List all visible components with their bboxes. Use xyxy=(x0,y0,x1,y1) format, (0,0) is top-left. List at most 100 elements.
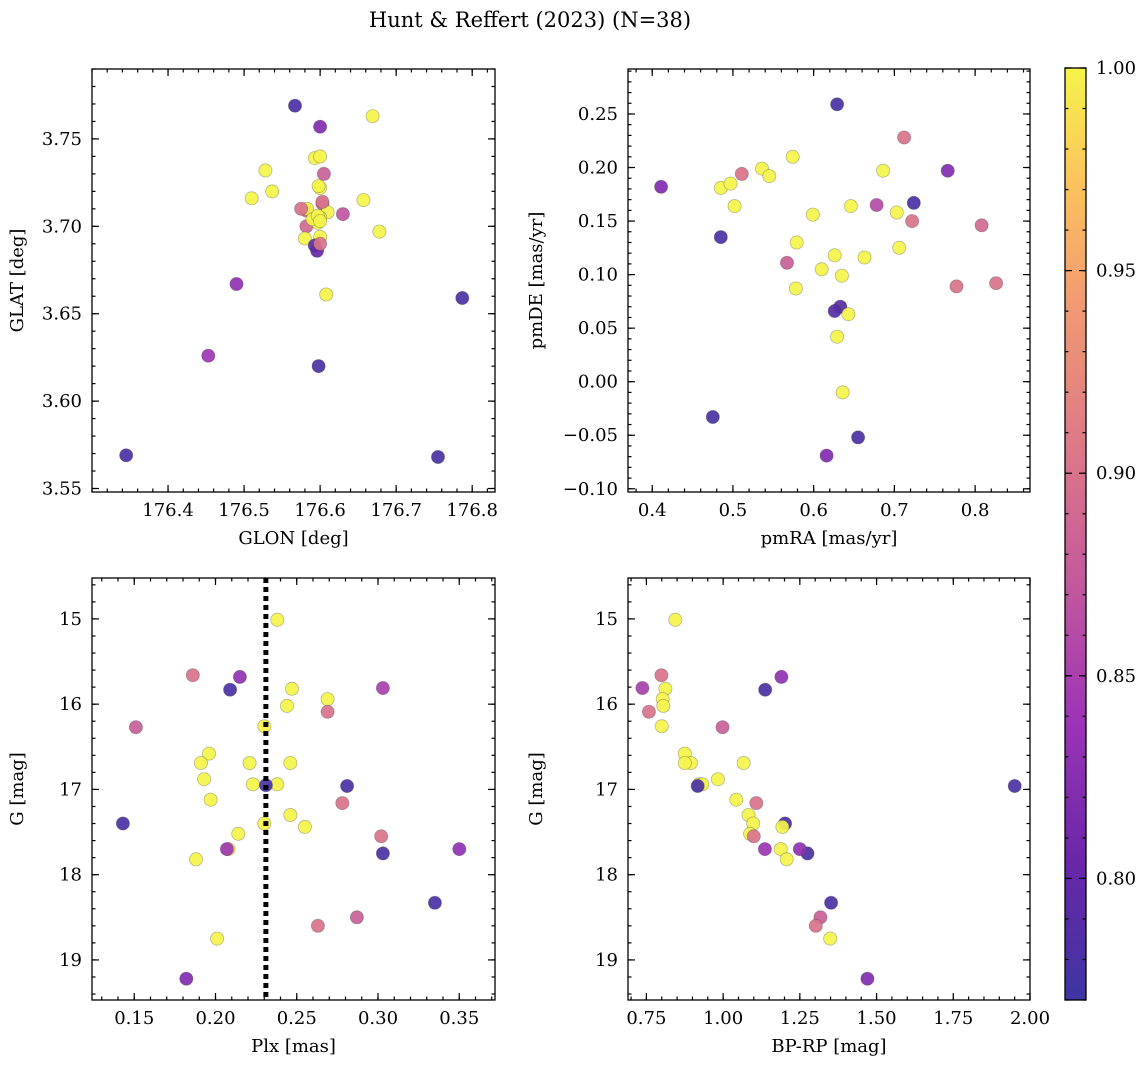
scatter-point xyxy=(841,307,856,322)
y-tick-label: 0.15 xyxy=(578,211,618,232)
x-axis-label: BP-RP [mag] xyxy=(771,1036,886,1057)
scatter-point xyxy=(869,197,884,212)
x-tick-label: 0.75 xyxy=(626,1008,666,1029)
scatter-point xyxy=(746,829,761,844)
scatter-point xyxy=(374,829,389,844)
scatter-point xyxy=(857,250,872,265)
x-axis-label: pmRA [mas/yr] xyxy=(761,528,898,549)
y-tick-label: −0.05 xyxy=(563,425,618,446)
y-tick-label: 19 xyxy=(59,950,82,971)
scatter-point xyxy=(749,796,764,811)
y-tick-label: 0.00 xyxy=(578,372,618,393)
x-tick-label: 0.5 xyxy=(719,500,748,521)
scatter-point xyxy=(654,719,669,734)
scatter-point xyxy=(906,195,921,210)
y-tick-label: 3.75 xyxy=(42,129,82,150)
scatter-point xyxy=(340,779,355,794)
x-tick-label: 176.5 xyxy=(218,500,270,521)
axes-frame xyxy=(91,68,496,493)
x-tick-label: 1.50 xyxy=(857,1008,897,1029)
x-tick-label: 176.6 xyxy=(294,500,346,521)
x-tick-label: 1.25 xyxy=(780,1008,820,1029)
scatter-point xyxy=(185,668,200,683)
scatter-point xyxy=(989,276,1004,291)
figure-title: Hunt & Reffert (2023) (N=38) xyxy=(369,8,691,32)
scatter-point xyxy=(188,852,203,867)
scatter-point xyxy=(365,109,380,124)
scatter-point xyxy=(775,819,790,834)
scatter-point xyxy=(283,756,298,771)
y-tick-label: 3.70 xyxy=(42,216,82,237)
scatter-point xyxy=(715,720,730,735)
scatter-point xyxy=(949,279,964,294)
x-tick-label: 2.00 xyxy=(1010,1008,1050,1029)
scatter-point xyxy=(244,191,259,206)
x-tick-label: 0.25 xyxy=(277,1008,317,1029)
y-tick-label: 0.20 xyxy=(578,158,618,179)
panel-pmra-pmde: 0.4 0.5 0.6 0.7 0.8 −0.10 −0.05 0.00 0.05 0.10 0.1… xyxy=(526,68,1031,549)
y-axis-label: GLAT [deg] xyxy=(7,229,28,333)
scatter-point xyxy=(297,819,312,834)
y-tick-label: 0.05 xyxy=(578,318,618,339)
scatter-point xyxy=(349,910,364,925)
y-tick-label: 18 xyxy=(595,865,618,886)
points xyxy=(635,612,1022,986)
scatter-point xyxy=(892,240,907,255)
y-tick-label: 0.10 xyxy=(578,265,618,286)
axes-frame xyxy=(91,577,496,1001)
scatter-point xyxy=(279,698,294,713)
scatter-point xyxy=(830,329,845,344)
x-tick-label: 176.4 xyxy=(142,500,194,521)
scatter-point xyxy=(320,704,335,719)
x-tick-label: 0.20 xyxy=(195,1008,235,1029)
points xyxy=(115,578,467,1000)
scatter-point xyxy=(814,262,829,277)
scatter-point xyxy=(232,669,247,684)
x-tick-label: 0.8 xyxy=(961,500,990,521)
x-tick-label: 0.35 xyxy=(439,1008,479,1029)
colorbar-gradient xyxy=(1064,67,1087,1001)
y-tick-label: 3.60 xyxy=(42,391,82,412)
scatter-point xyxy=(860,971,875,986)
scatter-point xyxy=(223,682,238,697)
scatter-point xyxy=(119,448,134,463)
scatter-point xyxy=(654,668,669,683)
points xyxy=(119,98,470,464)
panel-glon-glat: 176.4 176.5 176.6 176.7 176.8 3.55 3.60 3.65 3.7… xyxy=(7,68,498,549)
scatter-point xyxy=(690,779,705,794)
scatter-point xyxy=(710,772,725,787)
scatter-point xyxy=(774,669,789,684)
scatter-point xyxy=(193,756,208,771)
scatter-point xyxy=(219,842,234,857)
y-axis-label: pmDE [mas/yr] xyxy=(526,212,547,350)
scatter-point xyxy=(758,682,773,697)
scatter-point xyxy=(455,290,470,305)
x-tick-label: 0.7 xyxy=(880,500,909,521)
y-tick-label: 17 xyxy=(59,779,82,800)
scatter-point xyxy=(311,359,326,374)
points xyxy=(654,97,1004,463)
scatter-point xyxy=(656,698,671,713)
scatter-point xyxy=(897,130,912,145)
scatter-point xyxy=(452,842,467,857)
scatter-point xyxy=(827,303,842,318)
scatter-point xyxy=(297,231,312,246)
colorbar-tick-label: 0.80 xyxy=(1096,868,1136,889)
scatter-point xyxy=(705,409,720,424)
scatter-point xyxy=(210,931,225,946)
scatter-point xyxy=(310,918,325,933)
scatter-point xyxy=(258,163,273,178)
scatter-point xyxy=(313,119,328,134)
scatter-point xyxy=(270,612,285,627)
scatter-point xyxy=(635,681,650,696)
scatter-point xyxy=(762,169,777,184)
scatter-point xyxy=(115,816,130,831)
y-tick-label: 15 xyxy=(59,609,82,630)
y-tick-label: −0.10 xyxy=(563,479,618,500)
scatter-point xyxy=(1007,779,1022,794)
scatter-point xyxy=(876,163,891,178)
scatter-point xyxy=(905,214,920,229)
y-axis-label: G [mag] xyxy=(526,752,547,825)
scatter-point xyxy=(788,281,803,296)
